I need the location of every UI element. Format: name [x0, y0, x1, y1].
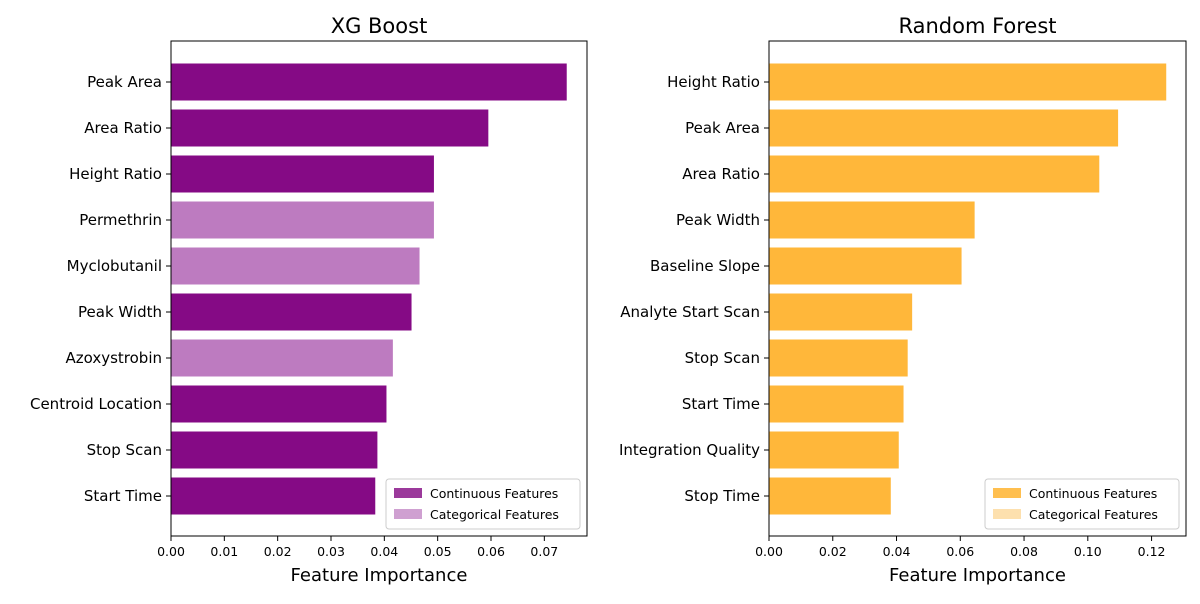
bar-stop-scan: [171, 431, 378, 469]
x-tick-label: 0.10: [1074, 544, 1102, 559]
chart-title: XG Boost: [331, 14, 428, 38]
y-tick-label: Peak Width: [676, 211, 760, 229]
y-tick-label: Peak Area: [87, 73, 162, 91]
x-tick-label: 0.12: [1138, 544, 1166, 559]
x-tick-label: 0.02: [264, 544, 292, 559]
legend: Continuous Features Categorical Features: [385, 478, 581, 530]
bar-height-ratio: [769, 63, 1167, 101]
y-tick-label: Baseline Slope: [650, 257, 760, 275]
legend-label: Categorical Features: [1029, 507, 1158, 522]
legend-swatch: [993, 488, 1021, 498]
y-tick-label: Stop Scan: [685, 349, 760, 367]
bar-baseline-slope: [769, 247, 962, 285]
y-tick-label: Centroid Location: [30, 395, 162, 413]
y-tick-label: Height Ratio: [69, 165, 162, 183]
legend-label: Continuous Features: [1029, 486, 1157, 501]
y-tick-label: Permethrin: [79, 211, 162, 229]
bar-centroid-location: [171, 385, 387, 423]
x-axis-label: Feature Importance: [889, 565, 1066, 586]
y-tick-label: Peak Area: [685, 119, 760, 137]
x-tick-label: 0.01: [210, 544, 238, 559]
bar-integration-quality: [769, 431, 899, 469]
y-tick-label: Height Ratio: [667, 73, 760, 91]
bar-stop-scan: [769, 339, 908, 377]
chart-random-forest: Height Ratio Peak Area Area Ratio Peak Widt…: [619, 14, 1187, 586]
x-tick-label: 0.02: [819, 544, 847, 559]
bar-start-time: [769, 385, 904, 423]
x-tick-label: 0.00: [157, 544, 185, 559]
bar-azoxystrobin: [171, 339, 393, 377]
y-tick-label: Azoxystrobin: [65, 349, 162, 367]
axes-frame: [768, 40, 1187, 537]
y-tick-label: Stop Scan: [87, 441, 162, 459]
legend-label: Continuous Features: [430, 486, 558, 501]
y-tick-label: Myclobutanil: [67, 257, 162, 275]
bar-stop-time: [769, 477, 891, 515]
x-tick-label: 0.04: [370, 544, 398, 559]
bar-area-ratio: [171, 109, 489, 147]
y-tick-label: Integration Quality: [619, 441, 760, 459]
legend-label: Categorical Features: [430, 507, 559, 522]
bar-analyte-start-scan: [769, 293, 913, 331]
x-tick-label: 0.06: [946, 544, 974, 559]
x-tick-label: 0.00: [755, 544, 783, 559]
chart-xgboost: Peak Area Area Ratio Height Ratio Permethri…: [30, 14, 588, 586]
x-tick-label: 0.05: [424, 544, 452, 559]
bar-start-time: [171, 477, 376, 515]
bar-peak-width: [171, 293, 412, 331]
bar-permethrin: [171, 201, 434, 239]
bar-area-ratio: [769, 155, 1100, 193]
legend: Continuous Features Categorical Features: [984, 478, 1180, 530]
bar-peak-width: [769, 201, 975, 239]
y-tick-label: Analyte Start Scan: [620, 303, 760, 321]
legend-swatch: [394, 488, 422, 498]
y-tick-label: Area Ratio: [84, 119, 162, 137]
x-tick-label: 0.08: [1010, 544, 1038, 559]
y-tick-label: Area Ratio: [682, 165, 760, 183]
x-tick-label: 0.03: [317, 544, 345, 559]
bar-peak-area: [171, 63, 567, 101]
y-tick-label: Stop Time: [684, 487, 760, 505]
y-tick-label: Peak Width: [78, 303, 162, 321]
chart-title: Random Forest: [898, 14, 1056, 38]
bar-peak-area: [769, 109, 1119, 147]
legend-swatch: [993, 509, 1021, 519]
legend-box: [385, 478, 581, 530]
y-tick-label: Start Time: [682, 395, 760, 413]
legend-swatch: [394, 509, 422, 519]
x-axis-label: Feature Importance: [291, 565, 468, 586]
x-tick-label: 0.04: [883, 544, 911, 559]
y-tick-label: Start Time: [84, 487, 162, 505]
axes-frame: [170, 40, 588, 537]
x-tick-label: 0.07: [530, 544, 558, 559]
x-tick-label: 0.06: [477, 544, 505, 559]
legend-box: [984, 478, 1180, 530]
bar-myclobutanil: [171, 247, 420, 285]
bar-height-ratio: [171, 155, 434, 193]
